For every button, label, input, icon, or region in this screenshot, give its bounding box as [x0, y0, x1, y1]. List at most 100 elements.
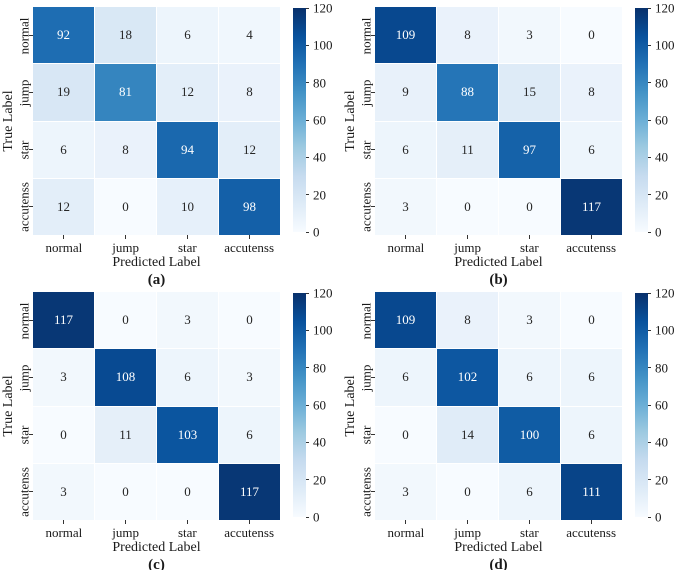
colorbar-tick-label: 40	[313, 434, 326, 450]
colorbar-tick	[306, 516, 309, 518]
heatmap-cell: 117	[33, 292, 94, 349]
colorbar-tick-label: 80	[313, 360, 326, 376]
y-axis-tick	[29, 377, 33, 378]
heatmap-grid: 109 8 3 0 9 88 15 8 6 11 97 6 3 0 0 117	[375, 7, 622, 235]
x-axis-tick	[528, 520, 530, 524]
y-tick-label: star	[16, 140, 32, 159]
colorbar-tick	[648, 231, 651, 233]
heatmap-cell: 111	[561, 463, 622, 520]
x-tick-label: jump	[112, 525, 139, 540]
colorbar-tick-label: 80	[313, 75, 326, 91]
colorbar-tick	[648, 7, 651, 9]
x-tick-label: accutenss	[566, 240, 617, 255]
colorbar-tick	[648, 82, 651, 84]
x-axis-tick	[186, 235, 188, 239]
colorbar-tick	[306, 231, 309, 233]
colorbar-tick-label: 100	[655, 322, 675, 338]
y-axis-tick	[371, 491, 375, 492]
heatmap-cell: 6	[157, 349, 218, 406]
colorbar-tick	[306, 479, 309, 481]
heatmap-cell: 94	[157, 121, 218, 178]
x-axis-tick	[63, 235, 65, 239]
y-axis-title: True Label	[1, 375, 16, 437]
heatmap-cell: 97	[499, 121, 560, 178]
heatmap-cell: 109	[375, 292, 436, 349]
heatmap-cell: 3	[375, 178, 436, 235]
heatmap-cell: 12	[157, 64, 218, 121]
heatmap-cell: 3	[499, 292, 560, 349]
y-axis-tick	[29, 320, 33, 321]
heatmap-cell: 109	[375, 7, 436, 64]
y-axis-tick	[371, 434, 375, 435]
heatmap-cell: 0	[561, 7, 622, 64]
heatmap-cell: 0	[219, 292, 280, 349]
colorbar-tick	[306, 404, 309, 406]
colorbar	[635, 293, 648, 517]
y-tick-label: accutenss	[358, 181, 374, 232]
colorbar	[635, 8, 648, 232]
heatmap-cell: 8	[219, 64, 280, 121]
y-tick-label: jump	[358, 79, 374, 106]
colorbar-tick-label: 120	[313, 0, 333, 16]
colorbar-tick	[648, 441, 651, 443]
colorbar-tick-label: 40	[655, 434, 668, 450]
y-axis-tick	[371, 206, 375, 207]
panel-caption: (c)	[148, 557, 165, 570]
colorbar-tick-label: 100	[313, 322, 333, 338]
x-axis-tick	[528, 235, 530, 239]
y-tick-label: star	[16, 425, 32, 444]
heatmap-cell: 11	[95, 406, 156, 463]
heatmap-cell: 6	[499, 349, 560, 406]
colorbar	[293, 8, 306, 232]
heatmap-cell: 3	[157, 292, 218, 349]
heatmap-grid: 117 0 3 0 3 108 6 3 0 11 103 6 3 0 0 117	[33, 292, 280, 520]
heatmap-cell: 108	[95, 349, 156, 406]
heatmap-cell: 9	[375, 64, 436, 121]
colorbar-tick	[306, 367, 309, 369]
x-tick-label: star	[519, 525, 539, 540]
x-axis-tick	[186, 520, 188, 524]
colorbar-tick	[306, 156, 309, 158]
y-tick-label: star	[358, 425, 374, 444]
heatmap-cell: 6	[499, 463, 560, 520]
confusion-matrix-panel-a: True Label 92 18 6 4 19 81 12 8 6 8 94 12 12 0 10 98 norm…	[0, 0, 342, 288]
colorbar-tick	[306, 194, 309, 196]
colorbar-tick	[306, 292, 309, 294]
heatmap-grid: 109 8 3 0 6 102 6 6 0 14 100 6 3 0 6 111	[375, 292, 622, 520]
heatmap-cell: 6	[375, 349, 436, 406]
x-axis-tick	[248, 520, 250, 524]
colorbar-tick-label: 20	[655, 187, 668, 203]
colorbar-tick-label: 40	[655, 149, 668, 165]
y-tick-label: normal	[358, 17, 374, 54]
x-tick-label: accutenss	[224, 240, 275, 255]
heatmap-cell: 100	[499, 406, 560, 463]
colorbar-tick	[648, 292, 651, 294]
heatmap-cell: 92	[33, 7, 94, 64]
heatmap-cell: 3	[33, 463, 94, 520]
colorbar-tick	[648, 367, 651, 369]
x-axis-tick	[405, 235, 407, 239]
colorbar-tick	[648, 479, 651, 481]
colorbar-tick-label: 40	[313, 149, 326, 165]
y-axis-tick	[371, 320, 375, 321]
y-tick-label: accutenss	[16, 466, 32, 517]
heatmap-cell: 8	[561, 64, 622, 121]
heatmap-cell: 117	[219, 463, 280, 520]
colorbar-tick-label: 100	[655, 37, 675, 53]
colorbar-tick-label: 100	[313, 37, 333, 53]
heatmap-cell: 10	[157, 178, 218, 235]
x-axis-title: Predicted Label	[454, 540, 543, 555]
colorbar-tick-label: 120	[655, 0, 675, 16]
confusion-matrix-panel-d: True Label 109 8 3 0 6 102 6 6 0 14 100 6 3 0 6 111 norma…	[342, 285, 685, 570]
x-tick-label: jump	[454, 240, 481, 255]
x-axis-tick	[63, 520, 65, 524]
colorbar-tick	[648, 516, 651, 518]
heatmap-cell: 3	[375, 463, 436, 520]
y-axis-tick	[371, 92, 375, 93]
colorbar-tick-label: 60	[655, 112, 668, 128]
y-axis-title: True Label	[343, 375, 358, 437]
heatmap-cell: 6	[157, 7, 218, 64]
heatmap-cell: 18	[95, 7, 156, 64]
y-axis-tick	[29, 434, 33, 435]
heatmap-cell: 12	[33, 178, 94, 235]
